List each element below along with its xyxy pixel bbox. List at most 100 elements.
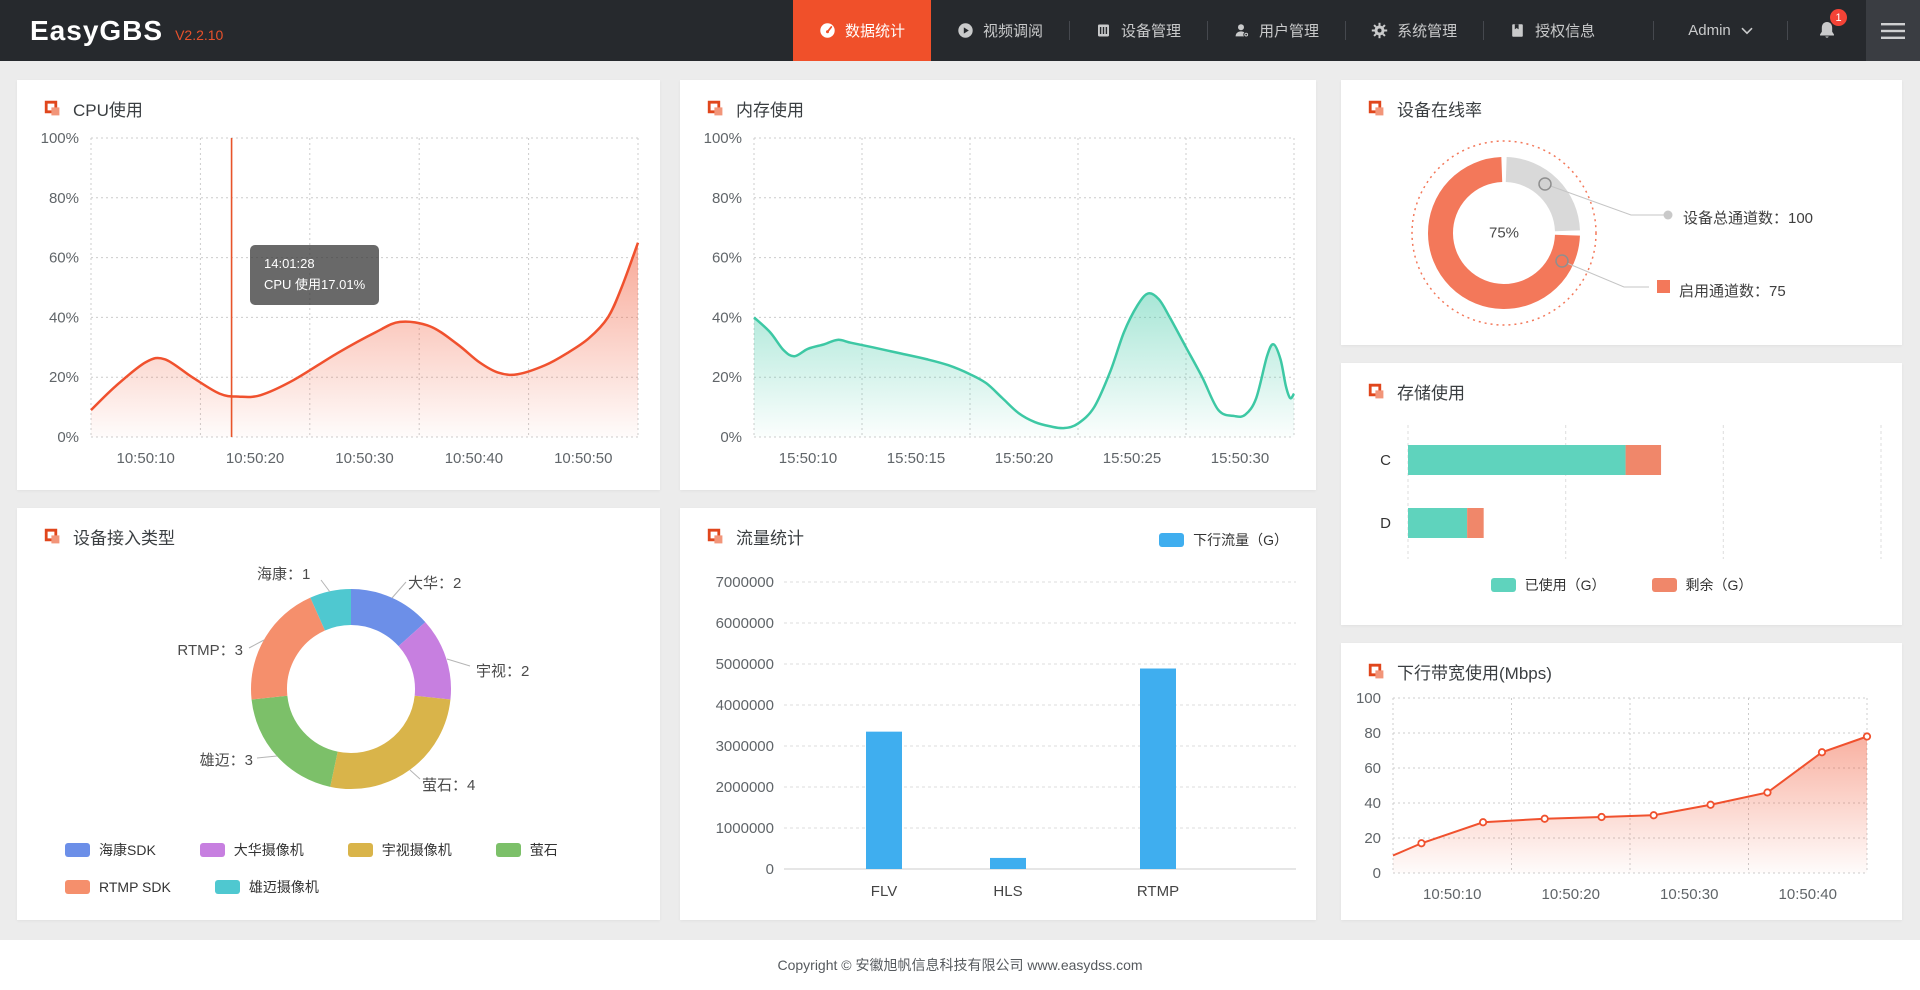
card-title-text: 设备接入类型 bbox=[73, 529, 175, 548]
svg-text:80%: 80% bbox=[712, 190, 742, 207]
legend-item[interactable]: 雄迈摄像机 bbox=[214, 877, 319, 897]
card-title-text: 设备在线率 bbox=[1397, 101, 1482, 120]
card-title: 存储使用 bbox=[1368, 379, 1465, 404]
legend-item[interactable]: RTMP SDK bbox=[65, 877, 171, 897]
copyright-text: Copyright © 安徽旭帆信息科技有限公司 www.easydss.com bbox=[777, 957, 1143, 973]
enabled-channels-label: 启用通道数：75 bbox=[1679, 283, 1786, 300]
svg-text:100%: 100% bbox=[41, 130, 79, 147]
nav-menu: 数据统计 视频调阅 设备管理 用户管理 系统管理 授权信息 bbox=[793, 0, 1621, 61]
traffic-stats-card: 流量统计 7000000 6000000 5000000 4000000 3000000… bbox=[680, 508, 1316, 920]
svg-text:4000000: 4000000 bbox=[716, 697, 774, 714]
svg-text:100: 100 bbox=[1356, 690, 1381, 707]
legend-item[interactable]: 已使用（G） bbox=[1490, 575, 1606, 595]
svg-text:10:50:40: 10:50:40 bbox=[1779, 886, 1837, 903]
panel-icon bbox=[44, 100, 61, 117]
pie-label-雄迈: 雄迈：3 bbox=[199, 752, 253, 769]
legend-label: 剩余（G） bbox=[1685, 577, 1753, 593]
pie-label-宇视: 宇视：2 bbox=[476, 663, 530, 680]
bandwidth-chart: 100 80 60 40 20 0 10:50:10 10:50:20 10:50:30 10:5… bbox=[1356, 690, 1872, 903]
notification-badge: 1 bbox=[1830, 9, 1847, 26]
gear-icon bbox=[1371, 22, 1388, 39]
total-channels-label: 设备总通道数：100 bbox=[1683, 210, 1814, 227]
nav-item-device[interactable]: 设备管理 bbox=[1069, 0, 1207, 61]
svg-text:10:50:10: 10:50:10 bbox=[1423, 886, 1481, 903]
memory-usage-card: 内存使用 100% 80% 60% 40% 20% 0% 15:50:10 15:50:15 1… bbox=[680, 80, 1316, 490]
nav-item-license[interactable]: 授权信息 bbox=[1483, 0, 1621, 61]
legend-swatch bbox=[199, 843, 225, 857]
nav-label: 用户管理 bbox=[1259, 23, 1320, 40]
admin-menu[interactable]: Admin bbox=[1653, 0, 1788, 61]
card-title: 流量统计 bbox=[707, 524, 804, 549]
menu-toggle[interactable] bbox=[1866, 0, 1920, 61]
legend-swatch bbox=[347, 843, 373, 857]
user-icon bbox=[1235, 24, 1250, 38]
navbar: EasyGBS V2.2.10 数据统计 视频调阅 设备管理 用户管理 系统管理 授权信息… bbox=[0, 0, 1920, 61]
card-title: CPU使用 bbox=[44, 96, 143, 121]
device-icon bbox=[1098, 24, 1110, 37]
bandwidth-usage-card: 下行带宽使用(Mbps) 100 80 60 40 20 0 10:50:10 10:50:2… bbox=[1341, 643, 1902, 920]
legend-item[interactable]: 海康SDK bbox=[65, 840, 156, 860]
svg-text:15:50:30: 15:50:30 bbox=[1211, 450, 1269, 467]
svg-text:40%: 40% bbox=[49, 309, 79, 326]
svg-text:0%: 0% bbox=[720, 429, 742, 446]
app-version: V2.2.10 bbox=[175, 27, 224, 43]
svg-text:60: 60 bbox=[1364, 760, 1381, 777]
cpu-usage-card: CPU使用 100% 80% 60% 40% 20% 0% 10:50:10 10:50:20… bbox=[17, 80, 660, 490]
dashboard-icon bbox=[820, 23, 835, 38]
svg-text:HLS: HLS bbox=[993, 883, 1022, 900]
svg-text:C: C bbox=[1380, 452, 1391, 469]
nav-item-user[interactable]: 用户管理 bbox=[1207, 0, 1345, 61]
svg-text:10:50:30: 10:50:30 bbox=[335, 450, 393, 467]
notification-bell[interactable]: 1 bbox=[1788, 0, 1866, 61]
nav-label: 系统管理 bbox=[1397, 23, 1458, 40]
panel-icon bbox=[44, 528, 61, 545]
pie-label-萤石: 萤石：4 bbox=[422, 777, 476, 794]
device-type-legend-row2: RTMP SDK 雄迈摄像机 bbox=[65, 877, 319, 897]
pie-label-大华: 大华：2 bbox=[408, 575, 462, 592]
card-title: 内存使用 bbox=[707, 96, 804, 121]
chevron-down-icon bbox=[1741, 27, 1753, 34]
nav-label: 数据统计 bbox=[845, 23, 906, 40]
legend-item[interactable]: 宇视摄像机 bbox=[347, 840, 452, 860]
svg-text:15:50:25: 15:50:25 bbox=[1103, 450, 1161, 467]
svg-text:FLV: FLV bbox=[871, 883, 897, 900]
svg-text:20%: 20% bbox=[712, 369, 742, 386]
nav-item-play[interactable]: 视频调阅 bbox=[931, 0, 1069, 61]
cpu-chart: 100% 80% 60% 40% 20% 0% 10:50:10 10:50:20 10:50:… bbox=[41, 130, 640, 467]
play-icon bbox=[958, 23, 973, 38]
legend-item[interactable]: 大华摄像机 bbox=[199, 840, 304, 860]
card-title-text: 下行带宽使用(Mbps) bbox=[1397, 664, 1552, 683]
svg-text:80: 80 bbox=[1364, 725, 1381, 742]
traffic-bar-chart: 7000000 6000000 5000000 4000000 3000000 20000… bbox=[716, 574, 1296, 900]
svg-text:10:50:10: 10:50:10 bbox=[117, 450, 175, 467]
svg-text:15:50:10: 15:50:10 bbox=[779, 450, 837, 467]
svg-text:RTMP: RTMP bbox=[1137, 883, 1179, 900]
nav-item-gear[interactable]: 系统管理 bbox=[1345, 0, 1483, 61]
legend-swatch bbox=[65, 843, 90, 857]
nav-item-dashboard[interactable]: 数据统计 bbox=[793, 0, 932, 61]
legend-swatch bbox=[65, 880, 90, 894]
legend-label: RTMP SDK bbox=[99, 879, 171, 895]
legend-item[interactable]: 萤石 bbox=[495, 840, 558, 860]
legend-item[interactable]: 剩余（G） bbox=[1651, 575, 1753, 595]
storage-bars-chart: CD bbox=[1380, 425, 1882, 559]
panel-icon bbox=[707, 100, 724, 117]
app-logo: EasyGBS bbox=[30, 15, 164, 46]
legend-swatch bbox=[1159, 533, 1185, 547]
svg-text:10:50:50: 10:50:50 bbox=[554, 450, 612, 467]
card-title: 下行带宽使用(Mbps) bbox=[1368, 659, 1552, 684]
pie-label-海康: 海康：1 bbox=[257, 566, 311, 583]
brand: EasyGBS V2.2.10 bbox=[30, 0, 223, 61]
svg-text:0%: 0% bbox=[57, 429, 79, 446]
donut-center-value: 75% bbox=[1488, 224, 1520, 242]
device-type-legend-row1: 海康SDK 大华摄像机 宇视摄像机 萤石 bbox=[65, 840, 558, 860]
svg-text:40: 40 bbox=[1364, 795, 1381, 812]
legend-label: 海康SDK bbox=[99, 842, 156, 858]
svg-text:10:50:20: 10:50:20 bbox=[1542, 886, 1600, 903]
svg-text:10:50:40: 10:50:40 bbox=[445, 450, 503, 467]
license-icon bbox=[1512, 24, 1523, 37]
legend-item[interactable]: 下行流量（G） bbox=[1159, 530, 1288, 550]
nav-label: 视频调阅 bbox=[983, 23, 1044, 40]
